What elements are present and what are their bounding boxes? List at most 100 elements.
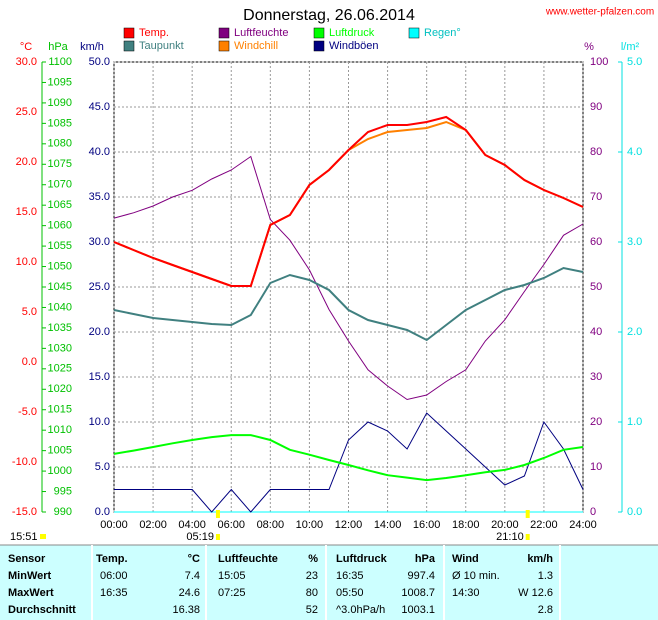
table-header: Wind xyxy=(452,553,479,565)
table-header: °C xyxy=(188,553,200,565)
table-cell: 06:00 xyxy=(100,570,128,582)
y-tick-label: 1020 xyxy=(48,383,72,395)
table-cell: MinWert xyxy=(8,570,52,582)
series-line xyxy=(113,266,584,342)
x-tick-label: 10:00 xyxy=(296,519,324,531)
y-tick-label: 20 xyxy=(590,416,602,428)
table-bg xyxy=(0,545,658,620)
y-tick-label: 1005 xyxy=(48,445,72,457)
legend-label: Luftdruck xyxy=(329,27,375,39)
y-tick-label: 15.0 xyxy=(16,206,37,218)
x-tick-label: 18:00 xyxy=(452,519,480,531)
y-tick-label: 1010 xyxy=(48,424,72,436)
axis-unit: km/h xyxy=(80,41,104,53)
x-tick-label: 08:00 xyxy=(257,519,285,531)
y-tick-label: 3.0 xyxy=(627,236,642,248)
table-cell: 52 xyxy=(306,604,318,616)
y-tick-label: 40.0 xyxy=(89,146,110,158)
y-tick-label: 45.0 xyxy=(89,101,110,113)
x-tick-label: 14:00 xyxy=(374,519,402,531)
annotation: 05:19 xyxy=(186,531,214,543)
chart-title: Donnerstag, 26.06.2014 xyxy=(243,7,415,24)
axis-unit: hPa xyxy=(48,41,68,53)
table-header: hPa xyxy=(415,553,436,565)
y-tick-label: 30.0 xyxy=(89,236,110,248)
y-tick-label: 1.0 xyxy=(627,416,642,428)
y-tick-label: 1090 xyxy=(48,97,72,109)
y-tick-label: 10.0 xyxy=(16,256,37,268)
y-tick-label: 25.0 xyxy=(16,106,37,118)
y-tick-label: 1050 xyxy=(48,260,72,272)
legend-swatch xyxy=(123,40,135,52)
legend-swatch xyxy=(218,27,230,39)
y-tick-label: 30.0 xyxy=(16,56,37,68)
y-tick-label: 2.0 xyxy=(627,326,642,338)
axis-unit: % xyxy=(584,41,594,53)
table-cell: 7.4 xyxy=(185,570,200,582)
sun-marker xyxy=(215,510,220,518)
y-tick-label: 0.0 xyxy=(627,506,642,518)
legend-swatch xyxy=(313,40,325,52)
table-cell: 16:35 xyxy=(100,587,128,599)
y-tick-label: 80 xyxy=(590,146,602,158)
marker xyxy=(40,534,46,539)
table-cell: 1.3 xyxy=(538,570,553,582)
table-header: % xyxy=(308,553,318,565)
y-tick-label: -15.0 xyxy=(12,506,37,518)
y-tick-label: 15.0 xyxy=(89,371,110,383)
table-cell: 16:35 xyxy=(336,570,364,582)
table-cell: 23 xyxy=(306,570,318,582)
legend-swatch xyxy=(408,27,420,39)
table-cell: 14:30 xyxy=(452,587,480,599)
y-tick-label: 1100 xyxy=(48,56,72,68)
sun-marker xyxy=(525,510,530,518)
y-tick-label: 30 xyxy=(590,371,602,383)
table-cell: 24.6 xyxy=(179,587,200,599)
series-line xyxy=(114,412,584,513)
legend-label: Temp. xyxy=(139,27,169,39)
y-tick-label: 70 xyxy=(590,191,602,203)
y-tick-label: 1075 xyxy=(48,158,72,170)
y-tick-label: 20.0 xyxy=(16,156,37,168)
x-tick-label: 12:00 xyxy=(335,519,363,531)
y-tick-label: 0.0 xyxy=(22,356,37,368)
table-header: Temp. xyxy=(96,553,128,565)
x-tick-label: 16:00 xyxy=(413,519,441,531)
table-cell: MaxWert xyxy=(8,587,54,599)
y-tick-label: 1040 xyxy=(48,301,72,313)
y-tick-label: 1000 xyxy=(48,465,72,477)
y-tick-label: 1060 xyxy=(48,220,72,232)
legend-label: Luftfeuchte xyxy=(234,27,288,39)
axis-unit: l/m² xyxy=(621,41,640,53)
y-tick-label: 25.0 xyxy=(89,281,110,293)
y-tick-label: 5.0 xyxy=(95,461,110,473)
table-cell: 80 xyxy=(306,587,318,599)
y-tick-label: 5.0 xyxy=(22,306,37,318)
table-cell: 07:25 xyxy=(218,587,246,599)
table-cell: 15:05 xyxy=(218,570,246,582)
legend-label: Windchill xyxy=(234,40,278,52)
table-cell: 2.8 xyxy=(538,604,553,616)
table-header: Luftdruck xyxy=(336,553,388,565)
y-tick-label: 1015 xyxy=(48,404,72,416)
x-tick-label: 02:00 xyxy=(139,519,167,531)
x-tick-label: 06:00 xyxy=(217,519,245,531)
table-cell: Ø 10 min. xyxy=(452,570,500,582)
table-cell: 1003.1 xyxy=(401,604,435,616)
table-header: Sensor xyxy=(8,553,46,565)
y-tick-label: 990 xyxy=(54,506,72,518)
x-tick-label: 04:00 xyxy=(178,519,206,531)
table-cell: W 12.6 xyxy=(518,587,553,599)
annotation: 21:10 xyxy=(496,531,524,543)
legend-swatch xyxy=(313,27,325,39)
y-tick-label: 35.0 xyxy=(89,191,110,203)
y-tick-label: 0.0 xyxy=(95,506,110,518)
y-tick-label: 5.0 xyxy=(627,56,642,68)
x-tick-label: 00:00 xyxy=(100,519,128,531)
y-tick-label: -10.0 xyxy=(12,456,37,468)
y-tick-label: 1095 xyxy=(48,76,72,88)
table-cell: ^3.0hPa/h xyxy=(336,604,385,616)
series-line xyxy=(113,115,584,287)
table-header: Luftfeuchte xyxy=(218,553,278,565)
